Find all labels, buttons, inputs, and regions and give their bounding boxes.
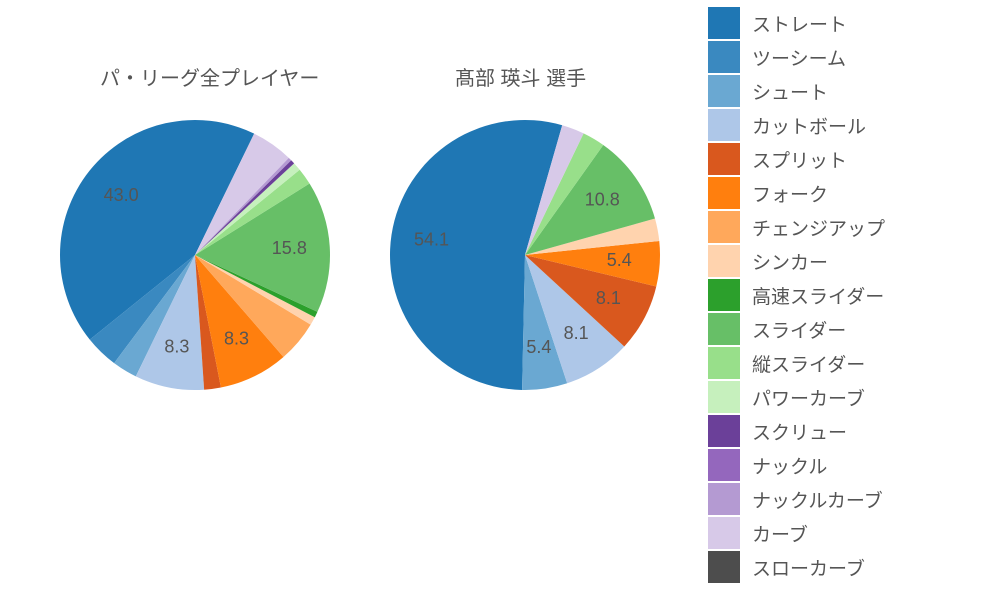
pie-slice-label-straight: 43.0 — [104, 185, 139, 205]
legend-item-cutball: カットボール — [700, 108, 1000, 142]
legend-item-screw: スクリュー — [700, 414, 1000, 448]
legend-swatch-slider — [708, 313, 740, 345]
legend-label-changeup: チェンジアップ — [752, 214, 885, 241]
legend-item-fork: フォーク — [700, 176, 1000, 210]
legend-item-sinker: シンカー — [700, 244, 1000, 278]
legend-item-shoot: シュート — [700, 74, 1000, 108]
pie-title-league: パ・リーグ全プレイヤー — [100, 62, 319, 91]
legend-label-screw: スクリュー — [752, 418, 847, 445]
pie-chart-player: 54.1 5.4 8.1 8.1 5.4 10.8 — [360, 90, 690, 420]
legend-item-power_curve: パワーカーブ — [700, 380, 1000, 414]
chart-root: { "background_color": "#ffffff", "text_c… — [0, 0, 1000, 600]
legend-item-vert_slider: 縦スライダー — [700, 346, 1000, 380]
legend-item-slider: スライダー — [700, 312, 1000, 346]
legend-item-curve: カーブ — [700, 516, 1000, 550]
legend-item-changeup: チェンジアップ — [700, 210, 1000, 244]
legend-item-knuckle: ナックル — [700, 448, 1000, 482]
pie-slice-label-fork: 5.4 — [607, 250, 632, 270]
pie-slice-label-slider: 10.8 — [585, 189, 620, 209]
legend-label-vert_slider: 縦スライダー — [752, 350, 865, 377]
pie-chart-league: 43.0 8.3 8.3 15.8 — [30, 90, 360, 420]
pie-slice-label-cutball: 8.1 — [564, 323, 589, 343]
pie-slice-label-split: 8.1 — [596, 288, 621, 308]
legend-label-sinker: シンカー — [752, 248, 828, 275]
legend-swatch-cutball — [708, 109, 740, 141]
legend-label-split: スプリット — [752, 146, 847, 173]
legend-item-two_seam: ツーシーム — [700, 40, 1000, 74]
legend-label-knuckle: ナックル — [752, 452, 827, 479]
legend: ストレートツーシームシュートカットボールスプリットフォークチェンジアップシンカー… — [700, 0, 1000, 584]
legend-label-knuckle_curve: ナックルカーブ — [752, 486, 883, 513]
pie-slice-label-cutball: 8.3 — [164, 336, 189, 356]
legend-label-fork: フォーク — [752, 180, 828, 207]
legend-label-slow_curve: スローカーブ — [752, 554, 865, 581]
legend-label-fast_slider: 高速スライダー — [752, 282, 884, 309]
legend-swatch-power_curve — [708, 381, 740, 413]
legend-swatch-knuckle — [708, 449, 740, 481]
legend-swatch-knuckle_curve — [708, 483, 740, 515]
legend-item-split: スプリット — [700, 142, 1000, 176]
legend-swatch-curve — [708, 517, 740, 549]
legend-swatch-straight — [708, 7, 740, 39]
legend-item-straight: ストレート — [700, 6, 1000, 40]
pie-slice-label-fork: 8.3 — [224, 329, 249, 349]
legend-swatch-shoot — [708, 75, 740, 107]
legend-swatch-split — [708, 143, 740, 175]
legend-item-slow_curve: スローカーブ — [700, 550, 1000, 584]
legend-label-shoot: シュート — [752, 78, 828, 105]
legend-swatch-changeup — [708, 211, 740, 243]
legend-swatch-screw — [708, 415, 740, 447]
pie-slice-label-straight: 54.1 — [414, 230, 449, 250]
legend-label-power_curve: パワーカーブ — [752, 384, 865, 411]
pie-slice-label-shoot: 5.4 — [526, 337, 551, 357]
legend-label-straight: ストレート — [752, 10, 847, 37]
legend-item-knuckle_curve: ナックルカーブ — [700, 482, 1000, 516]
pie-title-player: 髙部 瑛斗 選手 — [455, 62, 586, 91]
legend-label-cutball: カットボール — [752, 112, 866, 139]
pie-slice-label-slider: 15.8 — [272, 238, 307, 258]
legend-swatch-vert_slider — [708, 347, 740, 379]
legend-swatch-two_seam — [708, 41, 740, 73]
legend-swatch-fork — [708, 177, 740, 209]
legend-swatch-sinker — [708, 245, 740, 277]
legend-item-fast_slider: 高速スライダー — [700, 278, 1000, 312]
legend-swatch-fast_slider — [708, 279, 740, 311]
legend-swatch-slow_curve — [708, 551, 740, 583]
legend-label-slider: スライダー — [752, 316, 846, 343]
legend-label-curve: カーブ — [752, 520, 808, 547]
legend-label-two_seam: ツーシーム — [752, 44, 846, 71]
